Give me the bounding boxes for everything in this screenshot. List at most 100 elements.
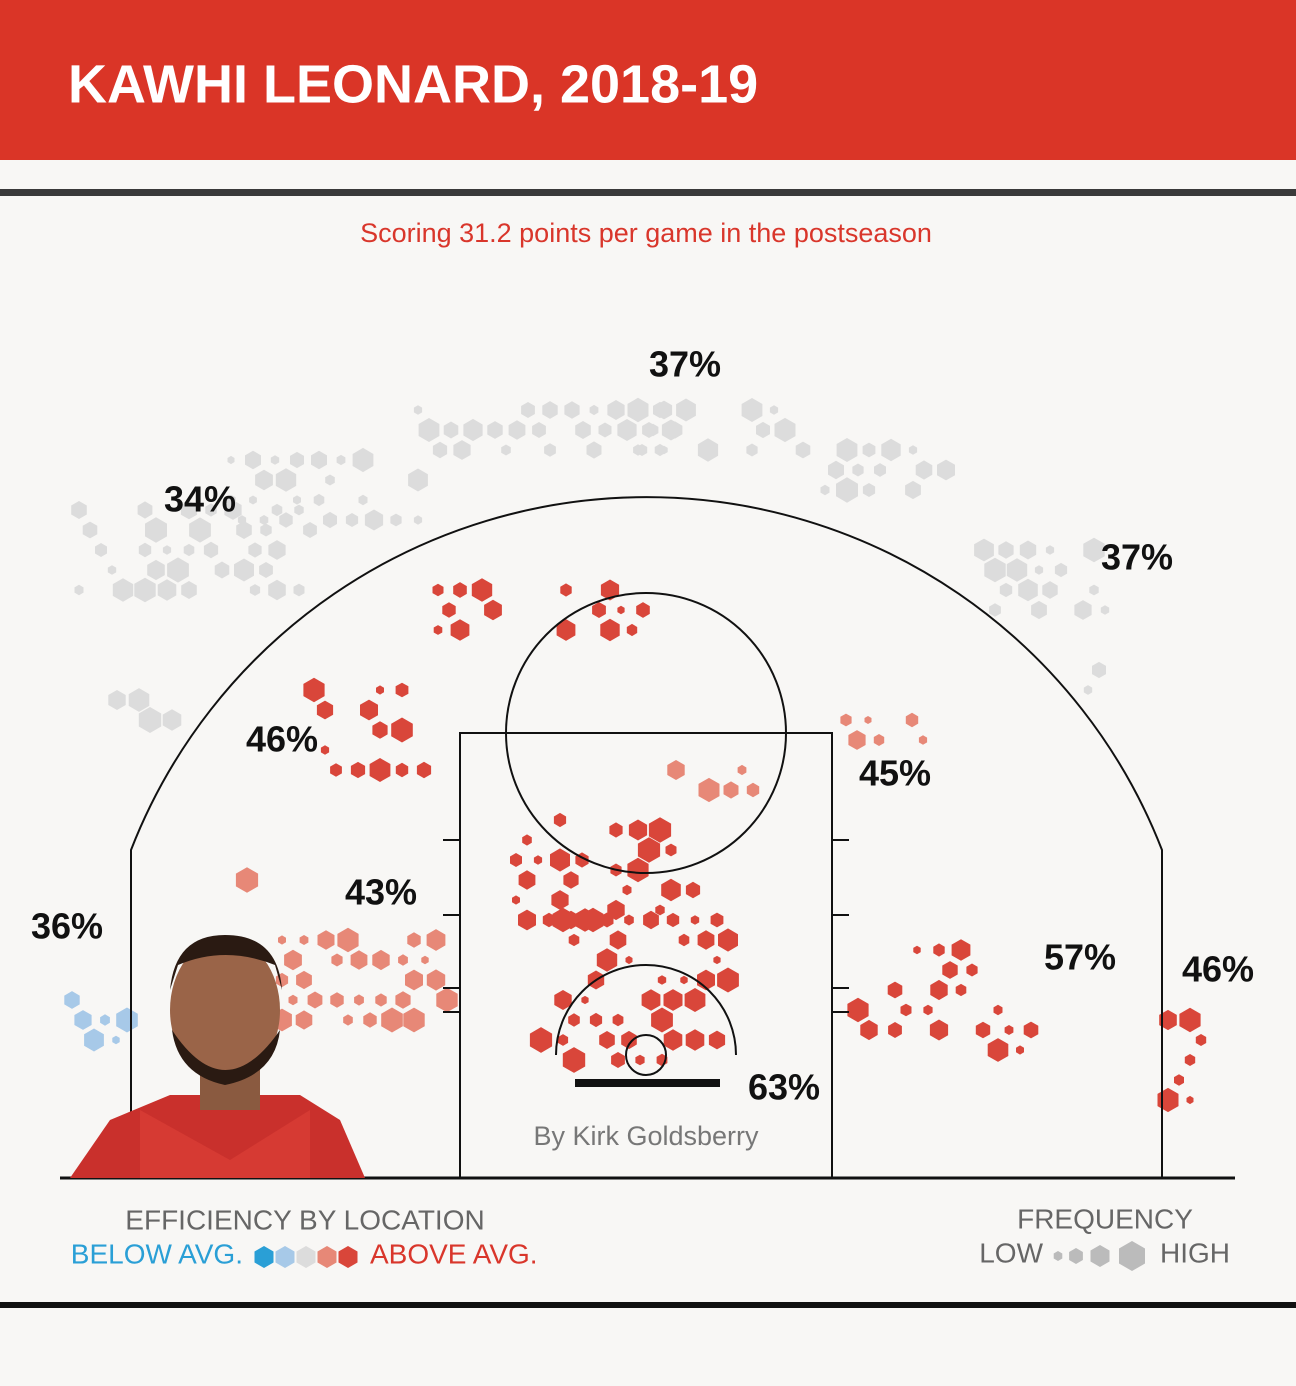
player-photo — [70, 935, 365, 1178]
frequency-swatch — [1069, 1248, 1083, 1264]
hex — [181, 581, 197, 599]
hex — [453, 582, 467, 598]
hex — [74, 1010, 92, 1030]
hex — [134, 577, 156, 603]
hex — [443, 421, 459, 439]
efficiency-swatch — [317, 1246, 337, 1268]
hex — [666, 912, 680, 928]
hex — [260, 523, 272, 537]
hex — [933, 943, 945, 957]
hex — [293, 583, 305, 597]
hex — [550, 848, 570, 872]
hex — [512, 895, 520, 905]
hex — [661, 878, 681, 902]
hex — [325, 474, 335, 486]
hex — [641, 989, 661, 1011]
hex — [107, 565, 117, 575]
hex — [611, 1052, 625, 1068]
hex — [600, 579, 620, 601]
hex — [665, 843, 677, 857]
hex — [1006, 558, 1028, 582]
hex — [413, 405, 423, 415]
hex — [268, 579, 286, 601]
hex — [993, 1004, 1003, 1016]
hex — [1023, 1021, 1039, 1039]
hex — [609, 930, 627, 950]
hex — [655, 400, 673, 420]
hex — [331, 953, 343, 967]
hex — [989, 603, 1001, 617]
hex — [651, 1007, 673, 1033]
hex — [84, 1028, 104, 1052]
hex — [795, 441, 811, 459]
hex — [600, 618, 620, 642]
hex — [888, 1022, 902, 1038]
hex — [718, 928, 738, 952]
zone-percentage: 37% — [1101, 537, 1173, 578]
hex — [259, 562, 273, 578]
hex — [180, 500, 198, 520]
hex — [501, 444, 511, 456]
hex — [436, 987, 458, 1013]
legend-frequency-title: FREQUENCY — [1017, 1203, 1193, 1234]
hex — [881, 438, 901, 462]
hex — [167, 557, 189, 583]
hex — [532, 422, 546, 438]
hex — [847, 997, 869, 1023]
hex — [575, 421, 591, 439]
lane-marks — [443, 839, 849, 1013]
hex — [227, 455, 235, 465]
hex — [852, 463, 864, 477]
hex — [607, 899, 625, 921]
hex — [617, 419, 637, 441]
hex — [1042, 581, 1058, 599]
hex — [599, 1031, 615, 1049]
hex — [864, 716, 872, 724]
hex — [203, 541, 219, 559]
hex — [697, 930, 715, 950]
hex — [522, 834, 532, 846]
hex — [508, 420, 526, 440]
hex — [64, 991, 80, 1009]
hex — [330, 992, 344, 1008]
hex — [698, 777, 720, 803]
three-point-line — [130, 496, 1163, 1178]
efficiency-swatch — [296, 1246, 316, 1268]
hex — [609, 822, 623, 838]
hex — [112, 1035, 120, 1045]
hex — [984, 557, 1006, 583]
legend-swatches — [254, 1241, 1145, 1271]
hex — [360, 699, 378, 721]
hex — [395, 682, 409, 698]
frequency-swatch — [1090, 1245, 1110, 1267]
hex — [336, 454, 346, 466]
hex — [655, 904, 665, 916]
hex — [874, 463, 886, 477]
hex — [1100, 605, 1110, 615]
hex — [381, 1007, 403, 1033]
hex — [1083, 685, 1093, 695]
hex — [697, 438, 719, 462]
zone-percentage: 63% — [748, 1067, 820, 1108]
hoop — [625, 1034, 667, 1076]
hex — [363, 1012, 377, 1028]
hex — [626, 623, 638, 637]
hex — [442, 602, 456, 618]
zone-percentage: 45% — [859, 753, 931, 794]
hex — [205, 503, 217, 517]
hex — [313, 493, 325, 507]
hex — [270, 455, 280, 465]
hex — [352, 447, 374, 473]
hex — [636, 602, 650, 618]
zone-percentage: 36% — [31, 906, 103, 947]
hex — [112, 578, 134, 602]
hex — [836, 477, 858, 503]
hex — [453, 440, 471, 460]
hex — [330, 763, 342, 777]
hex — [487, 421, 503, 439]
hex — [533, 855, 543, 865]
frequency-swatch — [1119, 1241, 1145, 1271]
hex — [426, 929, 446, 951]
